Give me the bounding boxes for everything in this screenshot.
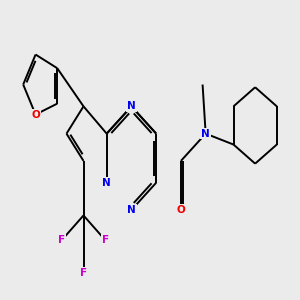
- Text: F: F: [80, 268, 87, 278]
- Text: N: N: [127, 101, 136, 111]
- Text: N: N: [102, 178, 111, 188]
- Text: F: F: [102, 235, 109, 245]
- Text: N: N: [127, 205, 136, 215]
- Text: O: O: [177, 205, 185, 215]
- Text: N: N: [201, 129, 210, 139]
- Text: F: F: [58, 235, 65, 245]
- Text: O: O: [31, 110, 40, 119]
